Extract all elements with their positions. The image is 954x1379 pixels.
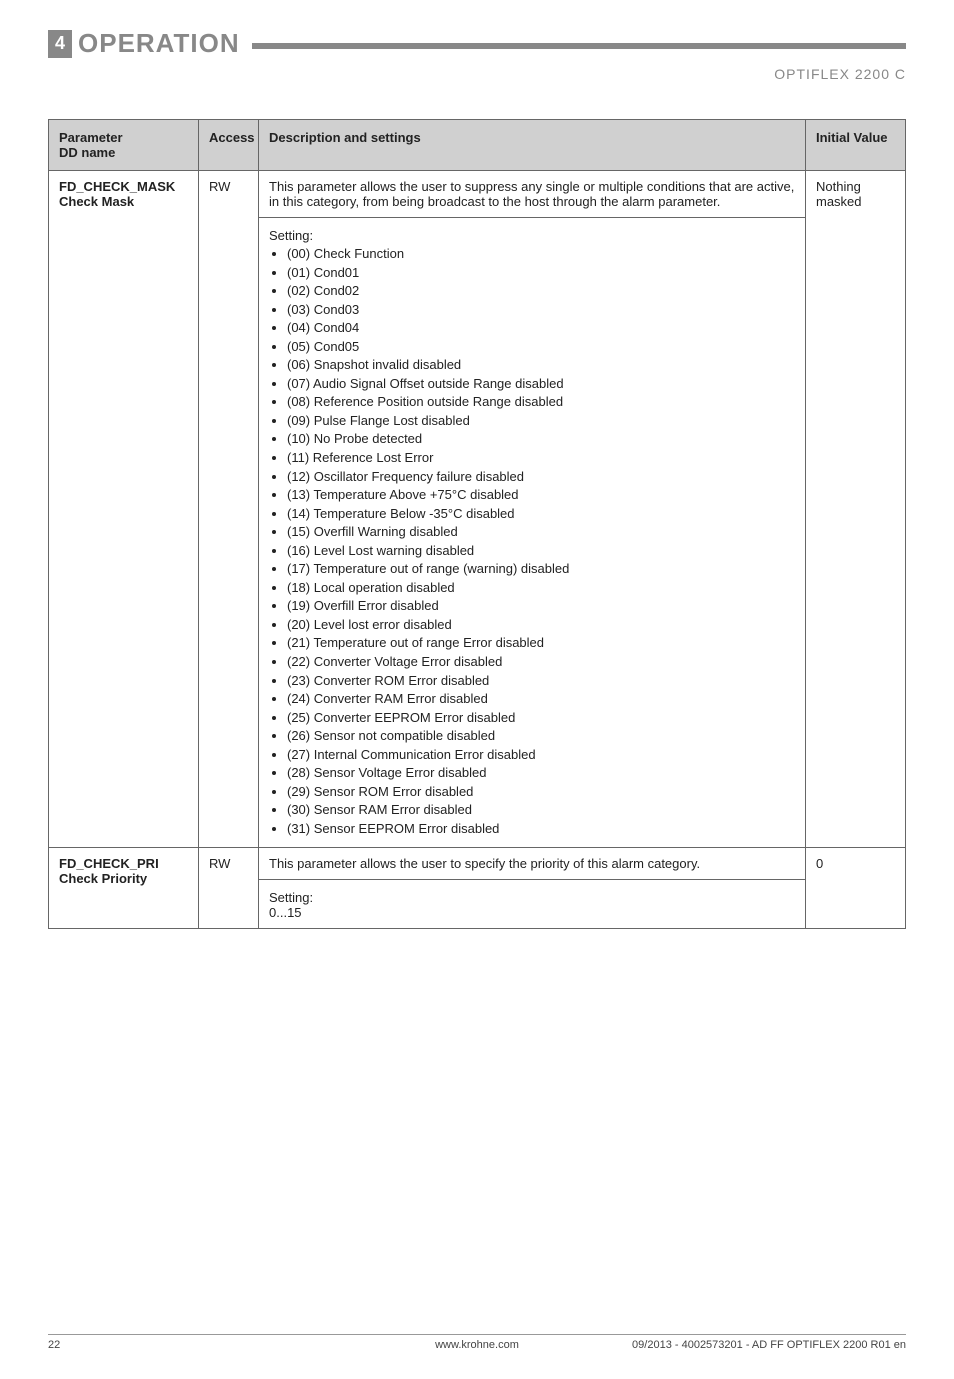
list-item: (14) Temperature Below -35°C disabled xyxy=(287,505,795,523)
param-name: FD_CHECK_PRI xyxy=(59,856,188,871)
col-header-initial: Initial Value xyxy=(806,120,906,171)
dd-name: Check Mask xyxy=(59,194,188,209)
list-item: (27) Internal Communication Error disabl… xyxy=(287,746,795,764)
setting-label: Setting: xyxy=(269,228,795,243)
table-body: FD_CHECK_MASKCheck MaskRWThis parameter … xyxy=(49,171,906,929)
list-item: (05) Cond05 xyxy=(287,338,795,356)
list-item: (08) Reference Position outside Range di… xyxy=(287,393,795,411)
list-item: (25) Converter EEPROM Error disabled xyxy=(287,709,795,727)
header-parameter-label: Parameter xyxy=(59,130,123,145)
list-item: (28) Sensor Voltage Error disabled xyxy=(287,764,795,782)
list-item: (21) Temperature out of range Error disa… xyxy=(287,634,795,652)
doc-code: OPTIFLEX 2200 C xyxy=(774,66,906,82)
setting-value: 0...15 xyxy=(269,905,795,920)
list-item: (02) Cond02 xyxy=(287,282,795,300)
footer-center: www.krohne.com xyxy=(48,1339,906,1351)
param-name: FD_CHECK_MASK xyxy=(59,179,188,194)
header-line xyxy=(252,43,906,49)
page: 4 OPERATION OPTIFLEX 2200 C Parameter DD… xyxy=(0,28,954,1379)
list-item: (07) Audio Signal Offset outside Range d… xyxy=(287,375,795,393)
list-item: (11) Reference Lost Error xyxy=(287,449,795,467)
list-item: (09) Pulse Flange Lost disabled xyxy=(287,412,795,430)
list-item: (22) Converter Voltage Error disabled xyxy=(287,653,795,671)
list-item: (29) Sensor ROM Error disabled xyxy=(287,783,795,801)
list-item: (19) Overfill Error disabled xyxy=(287,597,795,615)
content: Parameter DD name Access Description and… xyxy=(0,59,954,929)
list-item: (24) Converter RAM Error disabled xyxy=(287,690,795,708)
dd-name: Check Priority xyxy=(59,871,188,886)
list-item: (01) Cond01 xyxy=(287,264,795,282)
cell-initial: 0 xyxy=(806,847,906,928)
list-item: (13) Temperature Above +75°C disabled xyxy=(287,486,795,504)
cell-access: RW xyxy=(199,847,259,928)
list-item: (26) Sensor not compatible disabled xyxy=(287,727,795,745)
header-bar: 4 OPERATION xyxy=(48,28,906,59)
list-item: (12) Oscillator Frequency failure disabl… xyxy=(287,468,795,486)
table-row: FD_CHECK_PRICheck PriorityRWThis paramet… xyxy=(49,847,906,879)
cell-initial: Nothing masked xyxy=(806,171,906,848)
list-item: (30) Sensor RAM Error disabled xyxy=(287,801,795,819)
list-item: (23) Converter ROM Error disabled xyxy=(287,672,795,690)
list-item: (17) Temperature out of range (warning) … xyxy=(287,560,795,578)
cell-access: RW xyxy=(199,171,259,848)
footer: 22 www.krohne.com 09/2013 - 4002573201 -… xyxy=(48,1334,906,1351)
section-number: 4 xyxy=(48,30,72,58)
list-item: (16) Level Lost warning disabled xyxy=(287,542,795,560)
cell-setting: Setting:0...15 xyxy=(259,879,806,928)
cell-parameter: FD_CHECK_MASKCheck Mask xyxy=(49,171,199,848)
cell-description: This parameter allows the user to specif… xyxy=(259,847,806,879)
section-title: OPERATION xyxy=(78,28,240,59)
setting-label: Setting: xyxy=(269,890,795,905)
table-row: FD_CHECK_MASKCheck MaskRWThis parameter … xyxy=(49,171,906,218)
list-item: (04) Cond04 xyxy=(287,319,795,337)
parameter-table: Parameter DD name Access Description and… xyxy=(48,119,906,929)
list-item: (10) No Probe detected xyxy=(287,430,795,448)
table-header-row: Parameter DD name Access Description and… xyxy=(49,120,906,171)
list-item: (03) Cond03 xyxy=(287,301,795,319)
list-item: (00) Check Function xyxy=(287,245,795,263)
setting-bullets: (00) Check Function(01) Cond01(02) Cond0… xyxy=(269,245,795,838)
cell-setting: Setting:(00) Check Function(01) Cond01(0… xyxy=(259,218,806,848)
list-item: (15) Overfill Warning disabled xyxy=(287,523,795,541)
col-header-parameter: Parameter DD name xyxy=(49,120,199,171)
list-item: (20) Level lost error disabled xyxy=(287,616,795,634)
list-item: (31) Sensor EEPROM Error disabled xyxy=(287,820,795,838)
header-ddname-label: DD name xyxy=(59,145,115,160)
col-header-access: Access xyxy=(199,120,259,171)
list-item: (06) Snapshot invalid disabled xyxy=(287,356,795,374)
cell-parameter: FD_CHECK_PRICheck Priority xyxy=(49,847,199,928)
list-item: (18) Local operation disabled xyxy=(287,579,795,597)
col-header-description: Description and settings xyxy=(259,120,806,171)
cell-description: This parameter allows the user to suppre… xyxy=(259,171,806,218)
